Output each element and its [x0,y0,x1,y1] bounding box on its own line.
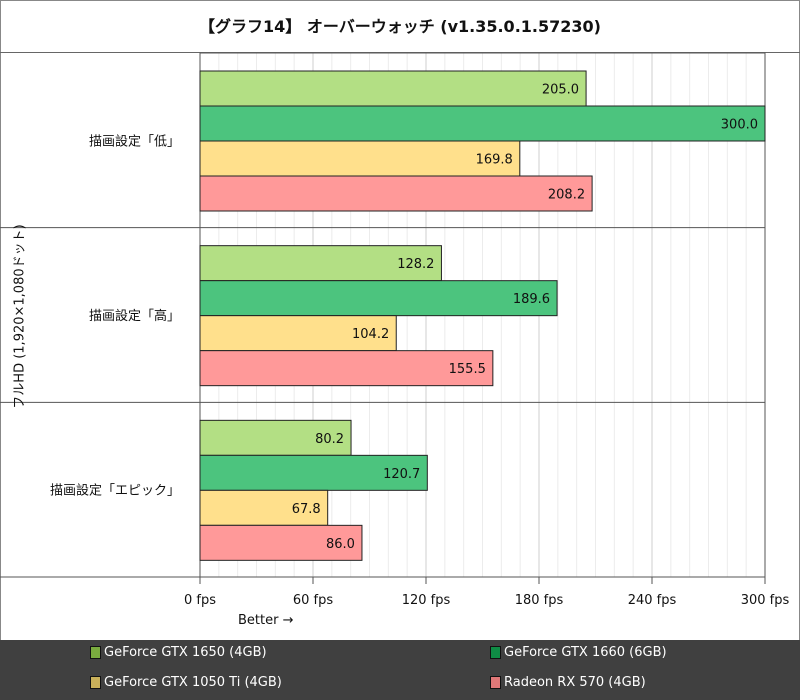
category-label: 描画設定「エピック」 [50,483,180,499]
data-label: 86.0 [326,537,355,552]
data-label: 155.5 [449,362,486,377]
data-label: 189.6 [513,292,550,307]
y-axis-label: フルHD (1,920×1,080ドット) [12,224,28,409]
data-label: 120.7 [383,467,420,482]
tick-label: 0 fps [184,593,216,608]
tick-label: 60 fps [293,593,334,608]
data-label: 169.8 [476,153,513,168]
legend-label: Radeon RX 570 (4GB) [504,675,646,690]
category-label: 描画設定「低」 [89,133,180,149]
legend-item: GeForce GTX 1650 (4GB) [90,645,267,660]
data-label: 67.8 [292,502,321,517]
data-label: 80.2 [315,432,344,447]
bar-chart: 描画設定「低」 205.0 300.0 169.8 208.2 描画設定「高」 128.2 1… [0,52,790,608]
bar [199,524,363,561]
legend-item: GeForce GTX 1660 (6GB) [490,645,667,660]
tick-label: 300 fps [741,593,790,608]
data-label: 205.0 [542,83,579,98]
legend-swatch [490,646,501,659]
tick-label: 180 fps [515,593,564,608]
data-label: 104.2 [352,327,389,342]
bar [199,70,587,107]
legend-label: GeForce GTX 1660 (6GB) [504,645,667,660]
legend-swatch [490,676,501,689]
category-label: 描画設定「高」 [89,308,180,324]
bar [199,350,494,387]
tick-label: 240 fps [628,593,677,608]
bar [199,315,397,352]
bar [199,140,521,177]
bar [199,245,442,282]
legend-swatch [90,646,101,659]
legend-swatch [90,676,101,689]
data-label: 128.2 [397,257,434,272]
bar [199,175,593,212]
legend-label: GeForce GTX 1050 Ti (4GB) [104,675,282,690]
tick-label: 120 fps [402,593,451,608]
data-label: 300.0 [721,118,758,133]
bar [199,454,428,491]
data-label: 208.2 [548,188,585,203]
bar [199,280,558,317]
bar [199,489,329,526]
bar [199,419,352,456]
x-axis-label: Better → [238,613,294,628]
legend-item: Radeon RX 570 (4GB) [490,675,646,690]
legend: GeForce GTX 1650 (4GB) GeForce GTX 1660 (… [0,640,800,700]
bar [199,105,766,142]
legend-label: GeForce GTX 1650 (4GB) [104,645,267,660]
legend-item: GeForce GTX 1050 Ti (4GB) [90,675,282,690]
